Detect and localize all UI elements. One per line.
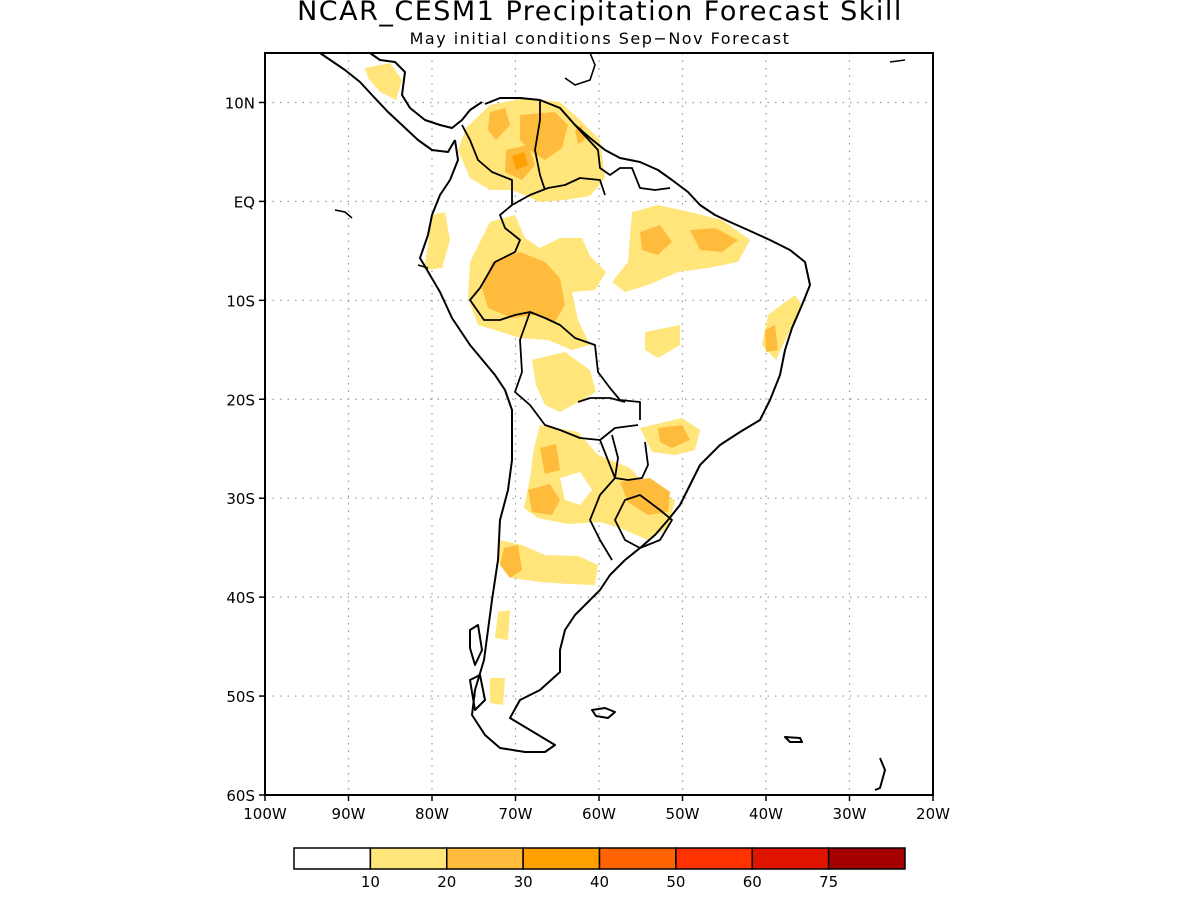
south-america-coastline: [419, 97, 811, 753]
colorbar-swatch: [751, 847, 830, 870]
lon-tick-label: 20W: [916, 805, 950, 823]
colorbar-swatch: [598, 847, 677, 870]
lat-tick-label: 60S: [226, 787, 255, 805]
colorbar-label: 50: [666, 873, 685, 891]
lon-tick-label: 70W: [499, 805, 533, 823]
map-subtitle: May initial conditions Sep−Nov Forecast: [409, 29, 791, 48]
colorbar-swatch: [293, 847, 372, 870]
colorbar-swatch: [675, 847, 753, 870]
caribbean-coast-north: [334, 53, 906, 269]
colorbar-swatch: [522, 847, 601, 870]
skill-10-20-areas: [365, 63, 802, 705]
lon-tick-label: 40W: [749, 805, 783, 823]
central-america-caribbean-coast: [369, 53, 483, 129]
central-america-pacific-coast: [319, 53, 456, 153]
map-title: NCAR_CESM1 Precipitation Forecast Skill: [297, 0, 903, 27]
skill-20-30-areas: [482, 108, 778, 578]
colorbar-swatch: [369, 847, 448, 870]
lat-tick-label: 10S: [226, 292, 255, 310]
colorbar-label: 60: [743, 873, 762, 891]
colorbar-label: 10: [361, 873, 380, 891]
lon-tick-label: 50W: [666, 805, 700, 823]
colorbar-label: 40: [590, 873, 609, 891]
lon-tick-label: 60W: [582, 805, 616, 823]
colorbar-label: 75: [819, 873, 838, 891]
coastlines: [319, 53, 906, 791]
skill-shading: [365, 63, 802, 705]
lat-tick-marks: 10N EQ 10S 20S 30S 40S 50S 60S: [225, 94, 265, 805]
lon-tick-label: 100W: [243, 805, 287, 823]
lon-tick-marks: 100W 90W 80W 70W 60W 50W 40W 30W 20W: [243, 795, 950, 823]
atlantic-islands: [469, 624, 886, 791]
colorbar-swatch: [446, 847, 524, 870]
skill-below-10-holes: [560, 472, 592, 505]
lat-tick-label: 50S: [226, 688, 255, 706]
lon-tick-label: 90W: [332, 805, 366, 823]
country-borders: [461, 100, 673, 561]
lat-tick-label: 20S: [226, 391, 255, 409]
skill-30-40-areas: [512, 152, 528, 170]
colorbar-label: 30: [514, 873, 533, 891]
colorbar-swatch: [827, 847, 906, 870]
colorbar-label: 20: [437, 873, 456, 891]
lat-tick-label: 40S: [226, 589, 255, 607]
lat-tick-label: 30S: [226, 490, 255, 508]
lat-tick-label: 10N: [225, 94, 255, 112]
lat-tick-label: EQ: [234, 193, 255, 211]
lon-tick-label: 80W: [415, 805, 449, 823]
lon-tick-label: 30W: [833, 805, 867, 823]
colorbar: 10 20 30 40 50 60 75: [293, 847, 906, 891]
